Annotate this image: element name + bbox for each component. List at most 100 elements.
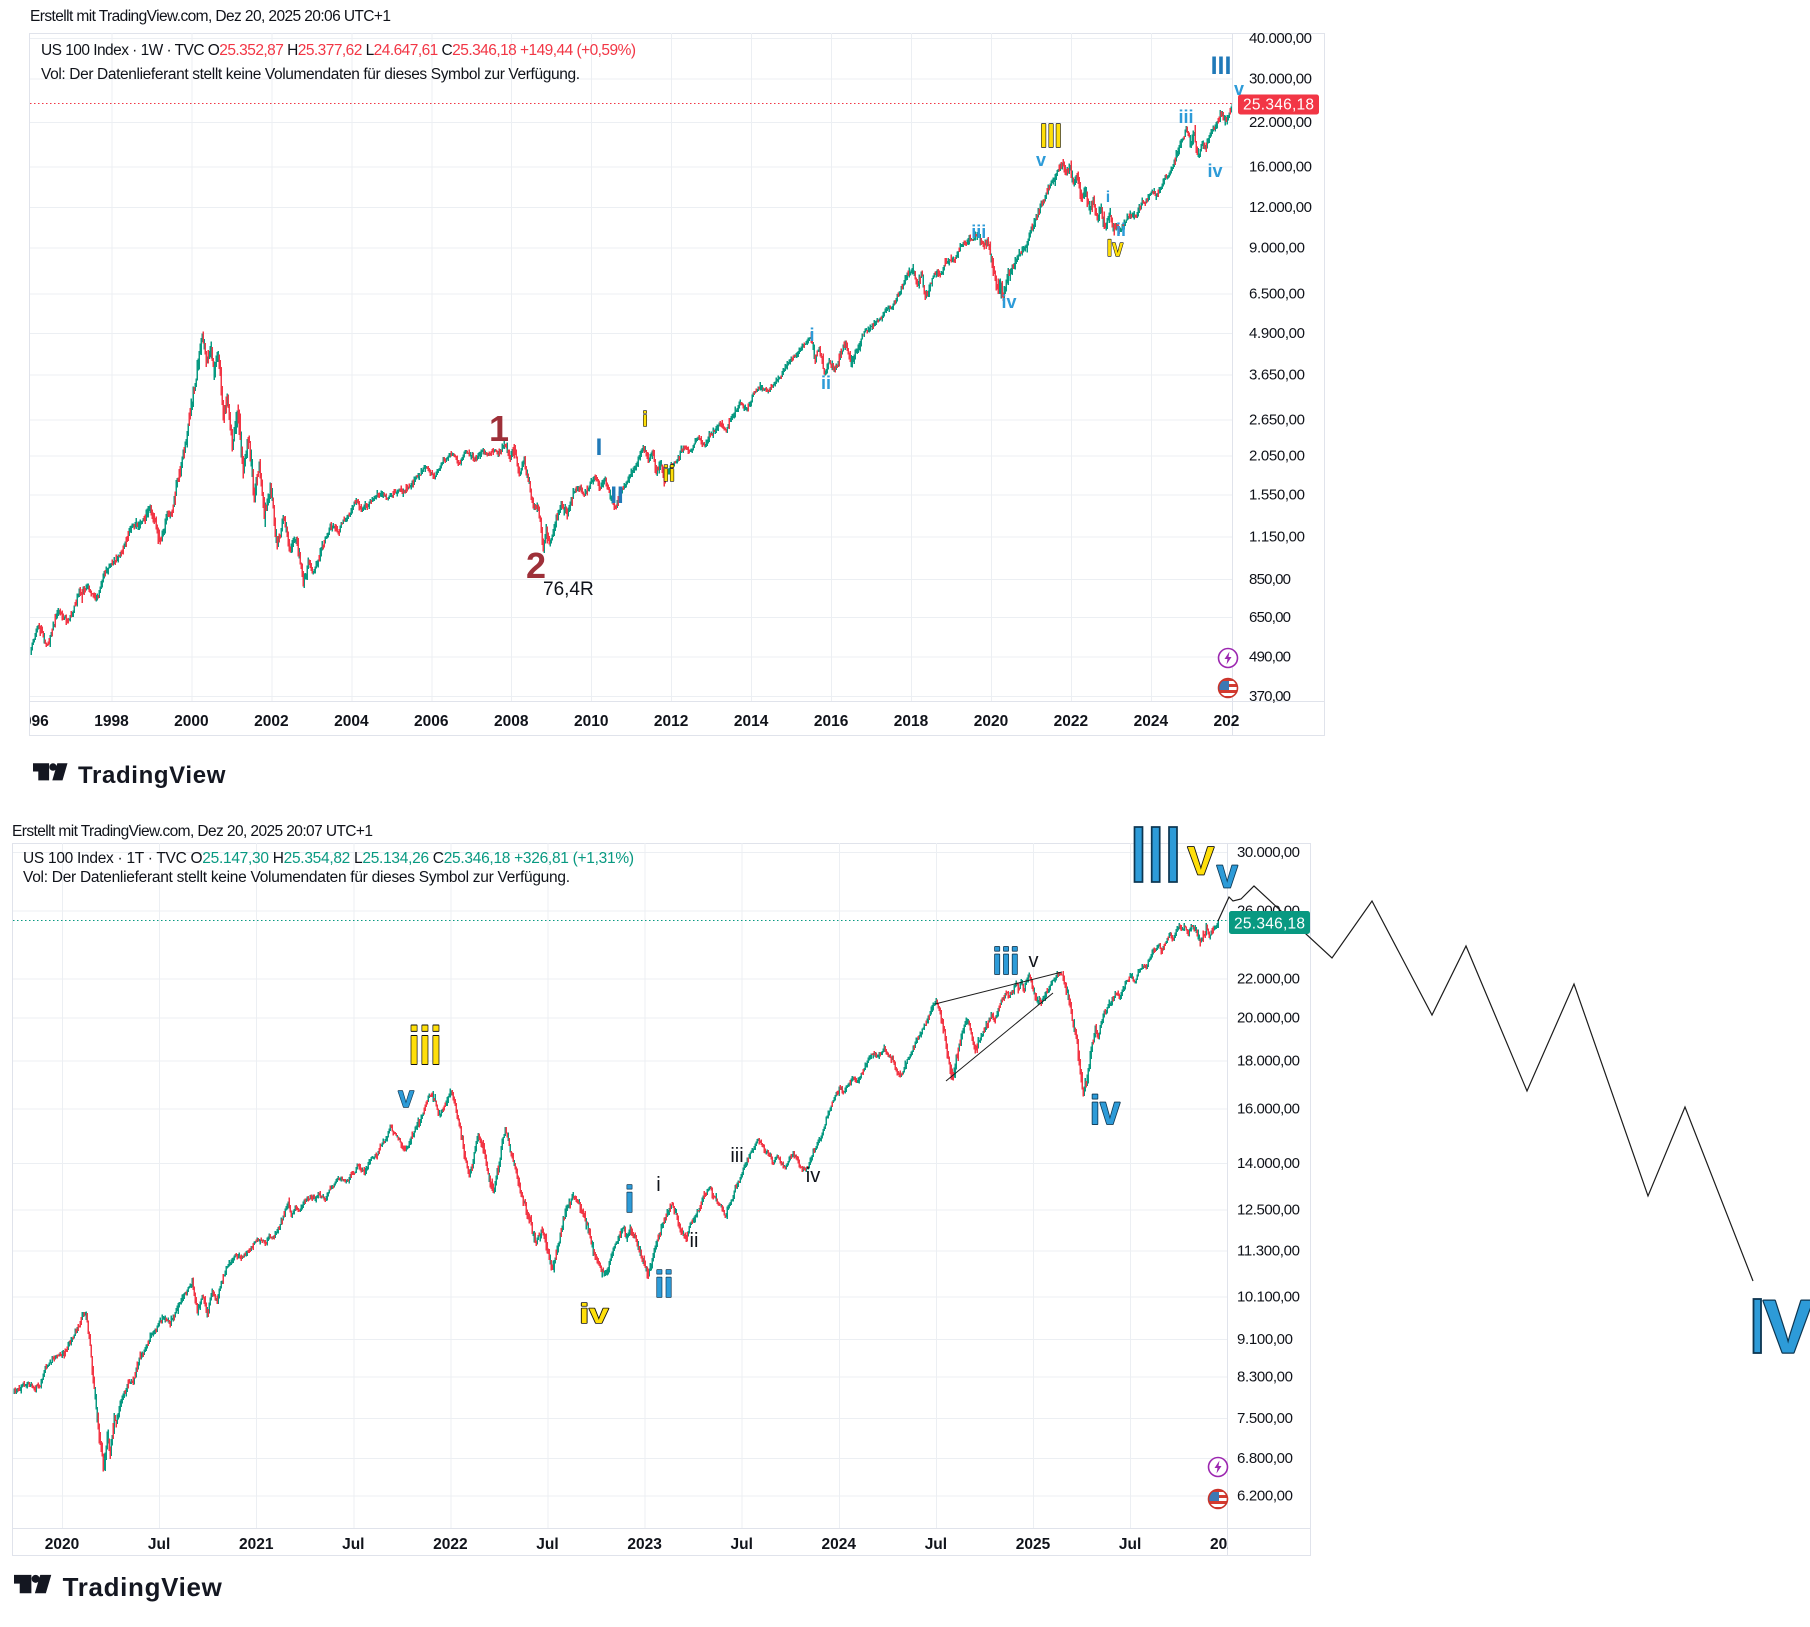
svg-text:i: i (656, 1174, 660, 1196)
svg-text:Jul: Jul (536, 1536, 558, 1553)
svg-text:i: i (625, 1179, 634, 1220)
svg-text:Jul: Jul (925, 1536, 947, 1553)
svg-text:10.100,00: 10.100,00 (1237, 1288, 1300, 1305)
svg-text:2021: 2021 (239, 1536, 274, 1553)
svg-text:18.000,00: 18.000,00 (1237, 1053, 1300, 1070)
svg-text:Iv: Iv (1107, 234, 1124, 261)
svg-text:v: v (1036, 150, 1046, 170)
svg-text:iii: iii (993, 942, 1020, 983)
svg-text:I: I (596, 434, 603, 461)
svg-text:iv: iv (1090, 1088, 1121, 1134)
svg-text:8.300,00: 8.300,00 (1237, 1369, 1293, 1386)
svg-text:20.000,00: 20.000,00 (1237, 1010, 1300, 1027)
svg-text:12.500,00: 12.500,00 (1237, 1201, 1300, 1218)
svg-text:i: i (809, 325, 814, 345)
svg-text:Vol: Der Datenlieferant stellt: Vol: Der Datenlieferant stellt keine Vol… (23, 869, 570, 886)
svg-text:2006: 2006 (414, 713, 449, 730)
svg-text:v: v (1234, 79, 1244, 99)
svg-text:ii: ii (821, 373, 831, 393)
svg-text:40.000,00: 40.000,00 (1249, 30, 1312, 47)
svg-text:1998: 1998 (94, 713, 129, 730)
svg-text:V: V (1763, 1285, 1810, 1369)
svg-text:490,00: 490,00 (1249, 649, 1291, 666)
svg-text:ii: ii (655, 1264, 674, 1305)
svg-text:16.000,00: 16.000,00 (1249, 159, 1312, 176)
svg-text:ii: ii (663, 461, 675, 486)
svg-text:2010: 2010 (574, 713, 608, 730)
svg-text:i: i (642, 409, 648, 431)
svg-text:2025: 2025 (1016, 1536, 1051, 1553)
svg-text:25.346,18: 25.346,18 (1243, 97, 1314, 114)
svg-text:7.500,00: 7.500,00 (1237, 1410, 1293, 1427)
svg-text:iii: iii (1178, 107, 1193, 127)
svg-text:iv: iv (1207, 161, 1222, 181)
svg-text:9.000,00: 9.000,00 (1249, 240, 1305, 257)
svg-text:2004: 2004 (334, 713, 369, 730)
svg-text:Erstellt mit TradingView.com,: Erstellt mit TradingView.com, Dez 20, 20… (30, 8, 391, 25)
svg-text:25.346,18: 25.346,18 (1234, 916, 1305, 933)
svg-text:3.650,00: 3.650,00 (1249, 366, 1305, 383)
svg-text:22.000,00: 22.000,00 (1249, 114, 1312, 131)
svg-text:iii: iii (409, 1016, 442, 1075)
svg-text:11.300,00: 11.300,00 (1237, 1243, 1300, 1260)
svg-text:2000: 2000 (174, 713, 208, 730)
svg-text:1996: 1996 (14, 713, 49, 730)
svg-text:Jul: Jul (730, 1536, 752, 1553)
svg-text:2.050,00: 2.050,00 (1249, 447, 1305, 464)
svg-text:2022: 2022 (433, 1536, 467, 1553)
svg-text:2: 2 (526, 545, 546, 586)
svg-text:2024: 2024 (822, 1536, 857, 1553)
svg-text:iii: iii (971, 222, 986, 242)
svg-text:Jul: Jul (1119, 1536, 1141, 1553)
svg-text:850,00: 850,00 (1249, 571, 1291, 588)
svg-text:iv: iv (1001, 292, 1016, 312)
svg-text:650,00: 650,00 (1249, 609, 1291, 626)
svg-text:1: 1 (489, 408, 509, 449)
svg-text:V: V (1187, 840, 1214, 884)
svg-text:Erstellt mit TradingView.com,: Erstellt mit TradingView.com, Dez 20, 20… (12, 823, 373, 840)
svg-text:III: III (1211, 52, 1232, 80)
svg-text:II: II (610, 482, 623, 509)
svg-text:22.000,00: 22.000,00 (1237, 971, 1300, 988)
svg-text:Jul: Jul (148, 1536, 170, 1553)
svg-text:1.150,00: 1.150,00 (1249, 529, 1305, 546)
svg-text:ii: ii (1116, 220, 1126, 240)
svg-text:2022: 2022 (1054, 713, 1088, 730)
svg-text:30.000,00: 30.000,00 (1237, 844, 1300, 861)
svg-text:14.000,00: 14.000,00 (1237, 1155, 1300, 1172)
svg-text:6.500,00: 6.500,00 (1249, 285, 1305, 302)
svg-text:Jul: Jul (342, 1536, 364, 1553)
svg-text:30.000,00: 30.000,00 (1249, 70, 1312, 87)
svg-text:US 100 Index · 1T · TVC O25.1: US 100 Index · 1T · TVC O25.147,30 H25.3… (23, 850, 634, 867)
svg-text:v: v (1029, 950, 1039, 972)
svg-text:v: v (398, 1080, 414, 1114)
svg-text:370,00: 370,00 (1249, 688, 1291, 705)
svg-text:4.900,00: 4.900,00 (1249, 325, 1305, 342)
svg-text:16.000,00: 16.000,00 (1237, 1101, 1300, 1118)
svg-text:i: i (1106, 189, 1110, 206)
svg-text:2014: 2014 (734, 713, 769, 730)
svg-text:Vol: Der Datenlieferant stellt: Vol: Der Datenlieferant stellt keine Vol… (41, 66, 580, 83)
svg-text:2023: 2023 (627, 1536, 662, 1553)
svg-text:2012: 2012 (654, 713, 688, 730)
svg-text:1.550,00: 1.550,00 (1249, 487, 1305, 504)
svg-text:2026: 2026 (1210, 1536, 1245, 1553)
svg-text:iv: iv (806, 1165, 820, 1187)
svg-text:2026: 2026 (1214, 713, 1249, 730)
svg-text:6.800,00: 6.800,00 (1237, 1450, 1293, 1467)
svg-text:2008: 2008 (494, 713, 529, 730)
svg-text:iv: iv (579, 1297, 609, 1329)
svg-text:2002: 2002 (254, 713, 288, 730)
svg-text:2024: 2024 (1134, 713, 1169, 730)
svg-text:2020: 2020 (974, 713, 1008, 730)
svg-text:III: III (1040, 118, 1062, 154)
svg-text:2020: 2020 (45, 1536, 79, 1553)
svg-text:ii: ii (690, 1230, 699, 1252)
svg-text:v: v (1217, 851, 1239, 897)
svg-text:6.200,00: 6.200,00 (1237, 1488, 1293, 1505)
svg-text:76,4R: 76,4R (543, 579, 594, 600)
svg-text:TradingView: TradingView (78, 762, 226, 789)
svg-text:US 100 Index · 1W · TVC O25.3: US 100 Index · 1W · TVC O25.352,87 H25.3… (41, 42, 636, 59)
svg-text:9.100,00: 9.100,00 (1237, 1331, 1293, 1348)
svg-text:2.650,00: 2.650,00 (1249, 411, 1305, 428)
